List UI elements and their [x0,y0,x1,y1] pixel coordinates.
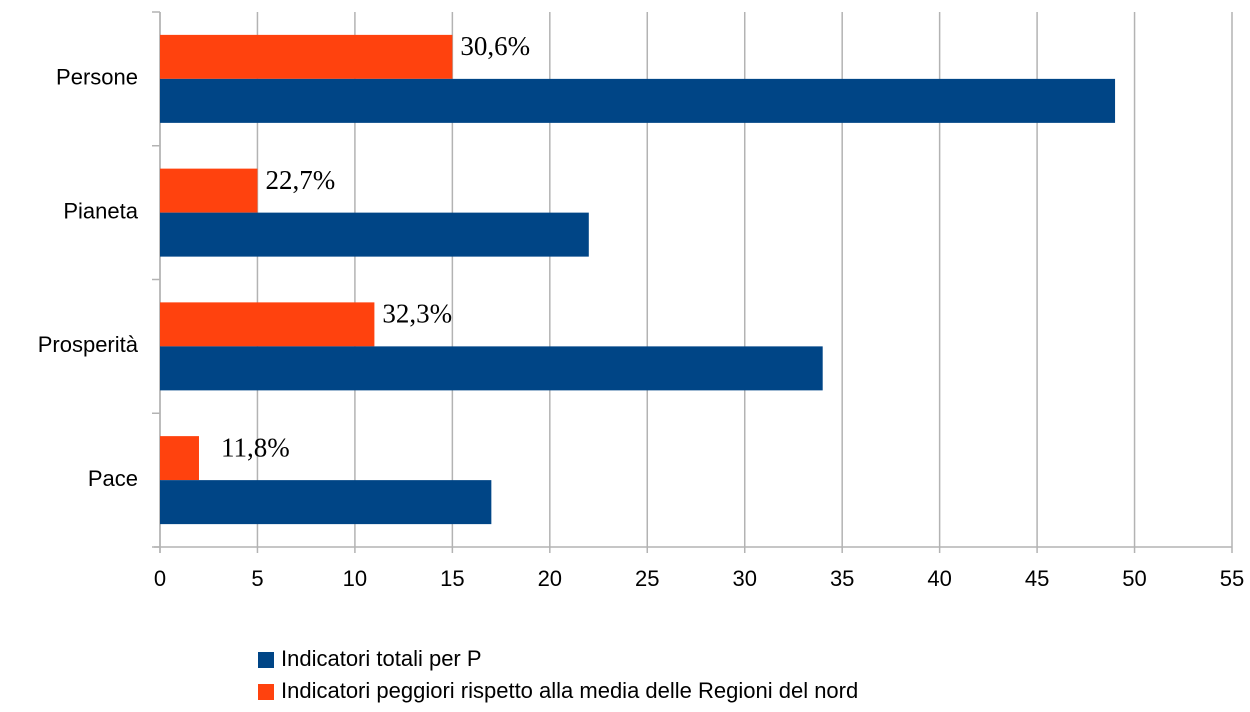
category-label: Pace [88,466,138,491]
x-tick-label: 30 [732,566,756,591]
x-tick-label: 5 [251,566,263,591]
data-label: 32,3% [382,299,452,329]
x-tick-label: 25 [635,566,659,591]
bar [160,168,258,213]
bar [160,480,492,525]
x-tick-label: 50 [1122,566,1146,591]
category-label: Pianeta [63,198,138,223]
category-label: Persone [56,65,138,90]
x-tick-label: 55 [1220,566,1244,591]
x-tick-label: 40 [927,566,951,591]
legend-swatch [258,652,274,668]
bar [160,302,375,347]
x-tick-label: 35 [830,566,854,591]
data-label: 30,6% [460,31,530,61]
bar [160,34,453,79]
data-label: 11,8% [221,432,290,462]
data-label: 22,7% [265,165,335,195]
x-tick-label: 10 [343,566,367,591]
bar [160,436,199,481]
x-tick-label: 15 [440,566,464,591]
legend-swatch [258,684,274,700]
bar [160,78,1116,123]
x-tick-label: 45 [1025,566,1049,591]
bar [160,346,823,391]
bar [160,212,589,257]
category-label: Prosperità [38,332,139,357]
x-tick-label: 0 [154,566,166,591]
legend-label: Indicatori peggiori rispetto alla media … [281,678,858,703]
x-tick-label: 20 [538,566,562,591]
legend-label: Indicatori totali per P [281,646,482,671]
